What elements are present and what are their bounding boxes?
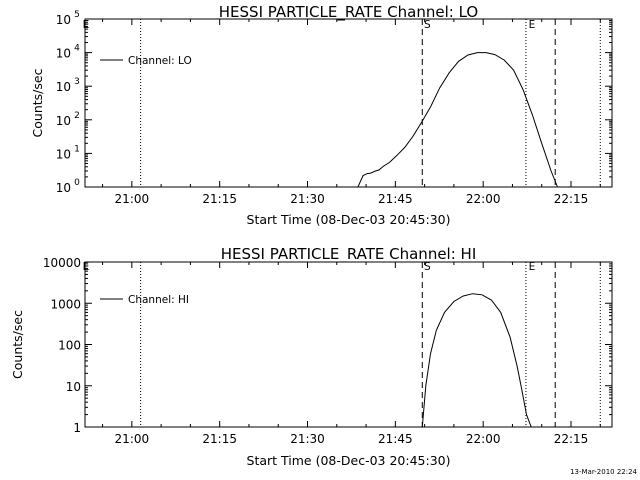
x-tick-label: 21:30 [290, 432, 325, 446]
x-axis-label: Start Time (08-Dec-03 20:45:30) [247, 212, 451, 227]
x-tick-label: 21:45 [378, 432, 413, 446]
y-axis-label: Counts/sec [10, 310, 25, 379]
y-tick-label: 10000 [43, 256, 81, 270]
x-tick-label: 21:15 [202, 432, 237, 446]
vertical-marker-label-e: E [529, 261, 536, 273]
y-tick-label: 10 [56, 147, 71, 161]
x-tick-label: 22:00 [466, 432, 501, 446]
y-tick-label: 10 [56, 114, 71, 128]
y-tick-label: 10 [56, 181, 71, 195]
y-axis-label: Counts/sec [30, 68, 45, 137]
x-tick-label: 21:00 [115, 192, 150, 206]
vertical-marker-label-s: S [424, 19, 431, 31]
series-line-hi [421, 293, 532, 427]
y-tick-exponent: 3 [74, 77, 80, 87]
y-tick-exponent: 1 [74, 144, 80, 154]
y-tick-label: 10 [56, 47, 71, 61]
y-tick-label: 10 [56, 80, 71, 94]
y-tick-exponent: 4 [74, 44, 80, 54]
y-tick-label: 1000 [50, 297, 81, 311]
corner-marker-label: E [83, 261, 90, 273]
panel-lo: HESSI PARTICLE_RATE Channel: LO 21:00 21:1… [30, 3, 613, 227]
y-tick-exponent: 5 [74, 10, 80, 20]
legend-entry: Channel: HI [128, 294, 189, 306]
vertical-marker-label-e: E [529, 19, 536, 31]
vertical-marker-label-s: S [424, 261, 431, 273]
series-line-lo [357, 52, 558, 187]
y-tick-exponent: 2 [74, 111, 80, 121]
legend-entry: Channel: LO [128, 55, 192, 67]
chart-title: HESSI PARTICLE_RATE Channel: HI [221, 245, 477, 264]
x-tick-label: 22:00 [466, 192, 501, 206]
x-tick-label: 22:15 [554, 192, 589, 206]
x-tick-label: 22:15 [554, 432, 589, 446]
y-tick-label: 100 [58, 339, 81, 353]
x-tick-label: 21:15 [202, 192, 237, 206]
panel-hi: HESSI PARTICLE_RATE Channel: HI 21:00 21:1… [10, 245, 613, 468]
corner-marker-label: E [83, 19, 90, 31]
plot-frame [84, 261, 613, 428]
y-tick-label: 1 [73, 421, 81, 435]
footer-timestamp: 13-Mar-2010 22:24 [570, 468, 637, 476]
y-tick-label: 10 [56, 13, 71, 27]
plot-frame [84, 18, 613, 188]
x-tick-label: 21:30 [290, 192, 325, 206]
x-axis-label: Start Time (08-Dec-03 20:45:30) [247, 453, 451, 468]
y-tick-label: 10 [66, 380, 81, 394]
x-tick-label: 21:45 [378, 192, 413, 206]
x-tick-label: 21:00 [115, 432, 150, 446]
y-tick-exponent: 0 [74, 178, 80, 188]
chart-title: HESSI PARTICLE_RATE Channel: LO [219, 3, 478, 22]
